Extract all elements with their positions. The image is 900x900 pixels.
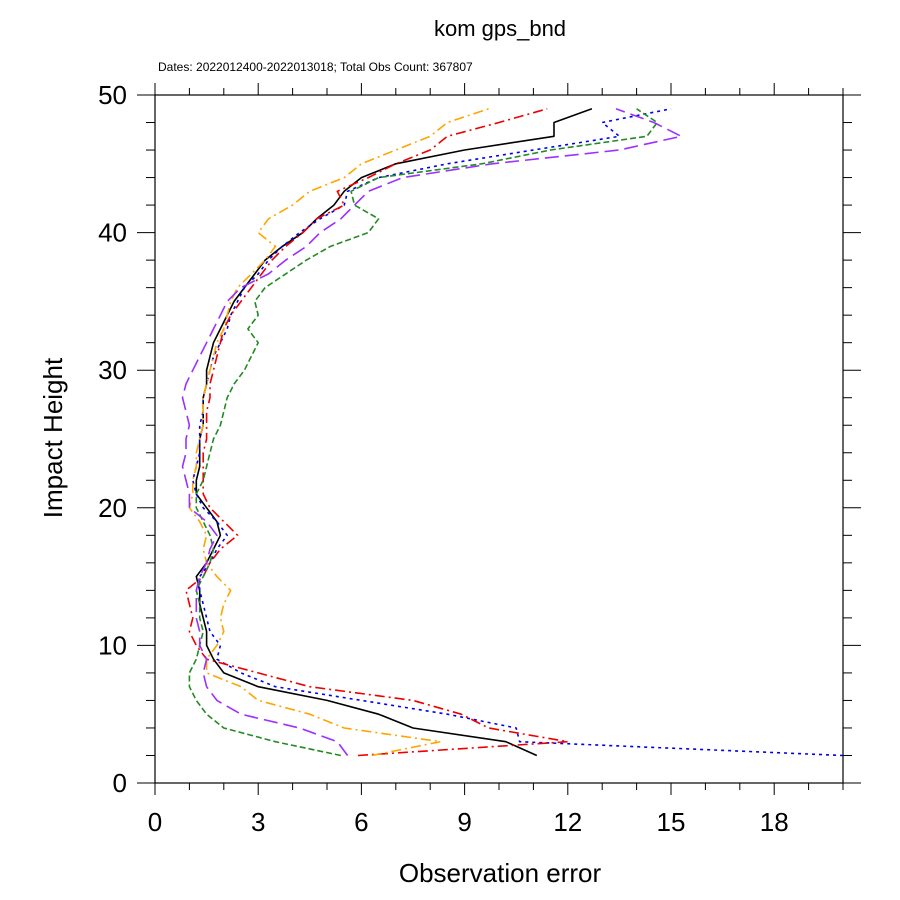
plot-area: 0 3 6 9 12 15 18 0 10 20 30 40 50 <box>98 80 861 837</box>
x-axis-label: Observation error <box>399 858 602 888</box>
x-tick-label: 12 <box>553 807 582 837</box>
x-tick-label: 0 <box>148 807 162 837</box>
x-tick-label: 15 <box>657 807 686 837</box>
y-tick-label: 30 <box>98 355 127 385</box>
series-line-3 <box>185 108 569 757</box>
series-line-1 <box>195 108 593 757</box>
series-line-5 <box>188 108 489 757</box>
chart-subtitle: Dates: 2022012400-2022013018; Total Obs … <box>158 60 473 74</box>
y-tick-label: 10 <box>98 630 127 660</box>
x-tick-label: 3 <box>251 807 265 837</box>
x-tick-label: 18 <box>760 807 789 837</box>
y-tick-label: 50 <box>98 80 127 110</box>
series-line-6 <box>181 108 683 756</box>
x-tick-label: 9 <box>457 807 471 837</box>
series-line-2 <box>192 108 844 757</box>
plot-frame <box>154 94 844 784</box>
y-axis-label: Impact Height <box>38 357 68 518</box>
y-tick-label: 0 <box>113 768 127 798</box>
y-tick-label: 40 <box>98 218 127 248</box>
y-tick-label: 20 <box>98 493 127 523</box>
chart-title: kom gps_bnd <box>434 16 566 41</box>
series-line-4 <box>188 108 659 757</box>
x-tick-label: 6 <box>354 807 368 837</box>
